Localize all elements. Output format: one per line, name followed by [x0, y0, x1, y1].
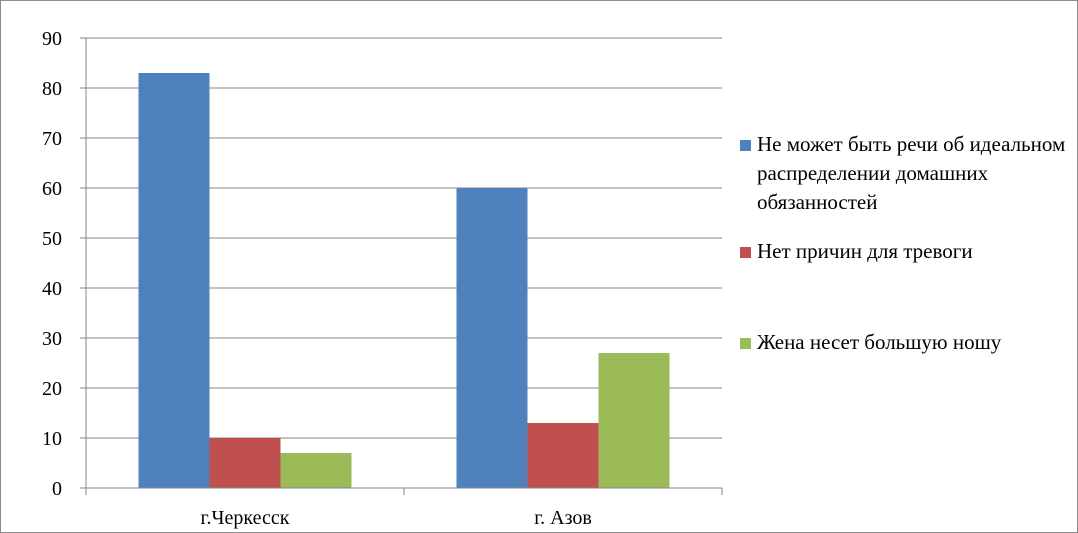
bar-2-2	[527, 423, 599, 488]
legend-label-series-2: Нет причин для тревоги	[757, 239, 973, 263]
x-tick-label: г. Азов	[534, 507, 592, 529]
y-tick-label: 50	[42, 228, 62, 250]
legend-item-series-2: Нет причин для тревоги	[740, 237, 1070, 266]
legend: Не может быть речи об идеальном распреде…	[740, 130, 1070, 357]
axes	[80, 37, 723, 495]
y-tick-label: 20	[42, 378, 62, 400]
legend-swatch-series-2	[740, 247, 751, 258]
y-tick-label: 60	[42, 178, 62, 200]
bar-2-1	[209, 438, 281, 488]
legend-swatch-series-3	[740, 338, 751, 349]
bars	[138, 73, 670, 488]
legend-label-series-3: Жена несет большую ношу	[757, 330, 1002, 354]
x-tick-labels: г.Черкесск г. Азов	[201, 507, 592, 529]
y-tick-labels: 0 10 20 30 40 50 60 70 80 90	[42, 28, 62, 500]
y-tick-label: 70	[42, 128, 62, 150]
y-tick-label: 0	[52, 478, 62, 500]
y-tick-label: 30	[42, 328, 62, 350]
x-tick-label: г.Черкесск	[201, 507, 290, 529]
bar-1-1	[138, 73, 210, 488]
legend-label-series-1: Не может быть речи об идеальном распреде…	[757, 132, 1066, 214]
legend-swatch-series-1	[740, 140, 751, 151]
legend-item-series-1: Не может быть речи об идеальном распреде…	[740, 130, 1070, 218]
y-tick-label: 40	[42, 278, 62, 300]
bar-3-1	[280, 453, 352, 488]
bar-1-2	[456, 188, 528, 488]
bar-3-2	[598, 353, 670, 488]
y-tick-label: 90	[42, 28, 62, 50]
legend-item-series-3: Жена несет большую ношу	[740, 328, 1070, 357]
y-tick-label: 80	[42, 78, 62, 100]
y-tick-label: 10	[42, 428, 62, 450]
